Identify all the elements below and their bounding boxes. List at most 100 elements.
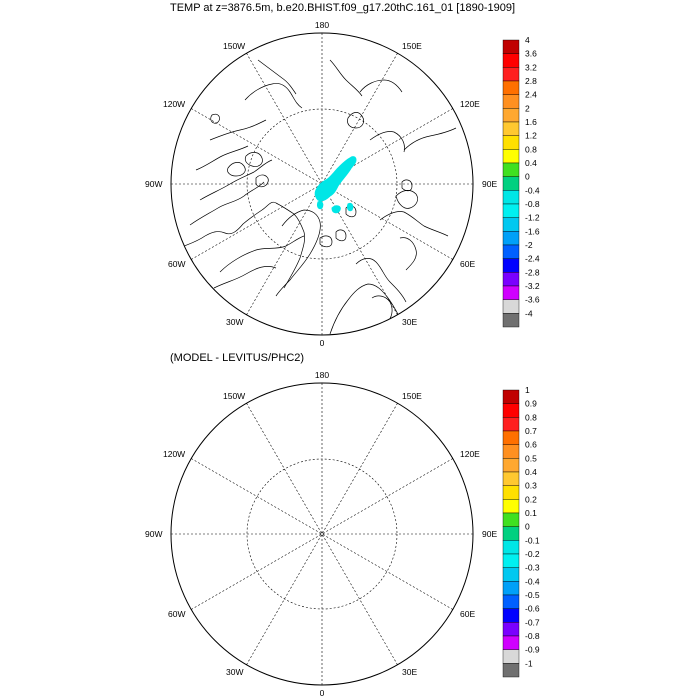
lon-label-60w: 60W	[168, 609, 185, 619]
colorbar-tick-label: 0.2	[525, 494, 537, 504]
colorbar-tick-label: 0.8	[525, 412, 537, 422]
colorbar-tick-label: 2.8	[525, 76, 537, 86]
colorbar-tick-label: 0	[525, 522, 530, 532]
lon-label-120w: 120W	[163, 449, 185, 459]
colorbar-tick-label: -0.2	[525, 549, 540, 559]
colorbar-tick-label: 0.3	[525, 481, 537, 491]
lon-label-120e: 120E	[460, 99, 480, 109]
colorbar-swatch	[502, 430, 520, 445]
lon-label-60e: 60E	[460, 259, 475, 269]
lon-label-0: 0	[320, 688, 325, 698]
colorbar-swatch	[502, 244, 520, 259]
colorbar-swatch	[502, 67, 520, 82]
colorbar-swatch	[502, 444, 520, 459]
colorbar-tick-label: 0.9	[525, 399, 537, 409]
lon-label-150w: 150W	[223, 41, 245, 51]
colorbar-tick-label: -0.4	[525, 576, 540, 586]
colorbar-tick-label: 2.4	[525, 90, 537, 100]
colorbar-tick-label: 1.6	[525, 117, 537, 127]
colorbar-tick-label: -3.6	[525, 295, 540, 305]
colorbar-swatch	[502, 635, 520, 650]
colorbar-tick-label: -0.9	[525, 645, 540, 655]
colorbar-swatch	[502, 471, 520, 486]
map-panel-top: 180 0 90W 90E 150W 120W 60W 30W 150E 120…	[145, 20, 540, 348]
colorbar-swatch	[502, 108, 520, 123]
colorbar-swatch	[502, 299, 520, 314]
plot-title-top: TEMP at z=3876.5m, b.e20.BHIST.f09_g17.2…	[170, 2, 516, 14]
lon-label-90w: 90W	[145, 529, 162, 539]
lon-label-180: 180	[315, 370, 329, 380]
colorbar-swatch	[502, 458, 520, 473]
map-panel-bottom: 180 0 90W 90E 150W 120W 60W 30W 150E 120…	[145, 370, 540, 698]
colorbar-swatch	[502, 581, 520, 596]
colorbar-swatch	[502, 135, 520, 150]
lon-label-120w: 120W	[163, 99, 185, 109]
colorbar-tick-label: 4	[525, 35, 530, 45]
colorbar-tick-label: -0.1	[525, 535, 540, 545]
colorbar-swatch	[502, 663, 520, 678]
colorbar-tick-label: -0.3	[525, 563, 540, 573]
colorbar-swatch	[502, 149, 520, 164]
colorbar-tick-label: -2	[525, 240, 533, 250]
lon-label-60w: 60W	[168, 259, 185, 269]
colorbar-tick-label: -0.5	[525, 590, 540, 600]
colorbar-swatch	[502, 499, 520, 514]
colorbar-swatch	[502, 485, 520, 500]
colorbar-bottom: 1 0.9 0.8 0.7 0.6 0.5 0.4 0.3 0.2 0.1 0 -0.1 -0.2 -0.…	[502, 385, 540, 678]
colorbar-tick-label: -1	[525, 658, 533, 668]
plot-title-bottom: (MODEL - LEVITUS/PHC2)	[170, 352, 305, 364]
lon-label-90w: 90W	[145, 179, 162, 189]
colorbar-swatch	[502, 512, 520, 527]
colorbar-swatch	[502, 313, 520, 328]
colorbar-swatch	[502, 403, 520, 418]
colorbar-swatch	[502, 176, 520, 191]
lon-label-150e: 150E	[402, 41, 422, 51]
colorbar-tick-label: 3.6	[525, 49, 537, 59]
colorbar-swatch	[502, 272, 520, 287]
colorbar-swatch	[502, 53, 520, 68]
colorbar-top: 4 3.6 3.2 2.8 2.4 2 1.6 1.2 0.8 0.4 0 -0.4 -0.8 -1.2 -…	[502, 35, 540, 328]
lon-label-120e: 120E	[460, 449, 480, 459]
temperature-anomaly-region	[314, 156, 357, 214]
colorbar-tick-label: -0.6	[525, 604, 540, 614]
colorbar-swatch	[502, 567, 520, 582]
colorbar-tick-label: -2.8	[525, 267, 540, 277]
colorbar-tick-label: 0.1	[525, 508, 537, 518]
lon-label-60e: 60E	[460, 609, 475, 619]
colorbar-swatch	[502, 649, 520, 664]
colorbar-swatch	[502, 285, 520, 300]
colorbar-tick-label: -1.6	[525, 226, 540, 236]
colorbar-swatch	[502, 553, 520, 568]
lon-label-90e: 90E	[482, 529, 497, 539]
colorbar-swatch	[502, 94, 520, 109]
lon-label-30w: 30W	[226, 667, 243, 677]
colorbar-tick-label: 0.4	[525, 467, 537, 477]
lon-label-150w: 150W	[223, 391, 245, 401]
colorbar-swatch	[502, 540, 520, 555]
lon-label-30e: 30E	[402, 317, 417, 327]
colorbar-tick-label: -0.8	[525, 199, 540, 209]
colorbar-swatch	[502, 80, 520, 95]
lon-label-0: 0	[320, 338, 325, 348]
colorbar-tick-label: -0.4	[525, 185, 540, 195]
colorbar-swatch	[502, 203, 520, 218]
colorbar-swatch	[502, 190, 520, 205]
colorbar-tick-label: 1.2	[525, 131, 537, 141]
colorbar-tick-label: 0	[525, 172, 530, 182]
colorbar-swatch	[502, 417, 520, 432]
colorbar-swatch	[502, 231, 520, 246]
colorbar-tick-label: -1.2	[525, 213, 540, 223]
colorbar-tick-label: 2	[525, 103, 530, 113]
coastlines	[174, 59, 457, 335]
colorbar-tick-label: -0.8	[525, 631, 540, 641]
lon-label-150e: 150E	[402, 391, 422, 401]
colorbar-tick-label: -0.7	[525, 617, 540, 627]
lon-label-30w: 30W	[226, 317, 243, 327]
lon-label-90e: 90E	[482, 179, 497, 189]
colorbar-swatch	[502, 217, 520, 232]
colorbar-tick-label: -3.2	[525, 281, 540, 291]
lon-label-180: 180	[315, 20, 329, 30]
colorbar-tick-label: 0.8	[525, 144, 537, 154]
colorbar-tick-label: 0.6	[525, 440, 537, 450]
